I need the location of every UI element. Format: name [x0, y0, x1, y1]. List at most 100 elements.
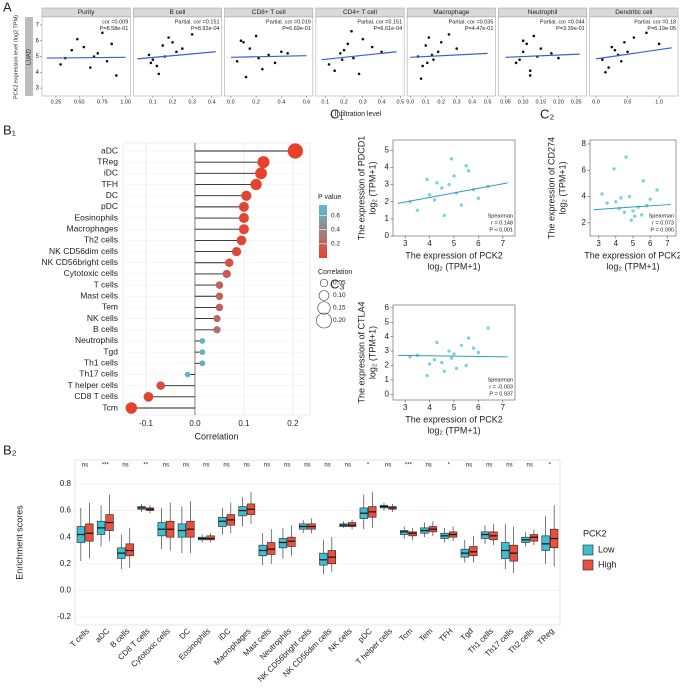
box [529, 534, 539, 542]
fit-line [46, 56, 126, 59]
point [476, 196, 481, 200]
point [607, 66, 610, 69]
significance: ns [203, 463, 209, 469]
y-tick-label: 2 [385, 361, 390, 370]
legend-swatch [582, 544, 594, 556]
point [631, 209, 635, 213]
y-tick-label: 0.2 [60, 559, 72, 568]
dot [156, 381, 165, 390]
size-label: 0.20 [333, 317, 346, 324]
size-label: 0.15 [333, 305, 346, 312]
size-key [316, 312, 332, 329]
point [115, 74, 118, 77]
x-tick-label: 0.4 [208, 99, 216, 105]
point [380, 50, 383, 54]
panel-label: B₁ [3, 122, 17, 137]
significance: ns [284, 463, 290, 469]
point [96, 52, 100, 55]
y-tick-label: 0.4 [60, 532, 72, 541]
annotation: Partial. cor =0.044 [540, 19, 585, 25]
point [175, 50, 178, 54]
y-tick-label: 1 [385, 375, 390, 384]
significance: ns [264, 463, 270, 469]
x-tick-label: 0.0 [189, 419, 201, 428]
point [261, 67, 264, 71]
x-tick-label: 0.50 [74, 99, 85, 105]
point [421, 64, 424, 68]
dot [287, 143, 303, 159]
x-tick-label: Tgd [459, 627, 475, 643]
x-tick-label: 5 [452, 239, 457, 248]
significance: ns [385, 463, 391, 469]
point [528, 69, 532, 73]
point [370, 45, 374, 49]
y-axis-label: PCK2 expression level (log2 TPM) [13, 15, 19, 99]
y-tick-label: B cells [93, 324, 118, 334]
point [454, 366, 459, 371]
facet-title: CD4+ T cell [343, 9, 377, 16]
point [89, 66, 92, 69]
annotation: P=8.92e-04 [191, 26, 220, 32]
x-tick-label: 0.5 [624, 99, 632, 105]
x-tick-label: 0.25 [571, 99, 582, 105]
fit-line [593, 203, 671, 211]
point [425, 177, 429, 182]
point [613, 48, 617, 52]
annotation: Partial. cor =0.151 [175, 19, 220, 25]
box [85, 523, 94, 542]
point [105, 59, 109, 63]
x-tick-label: 0.1 [238, 419, 250, 428]
point [610, 45, 614, 49]
dot [238, 213, 249, 224]
dot [250, 178, 262, 191]
point [439, 40, 443, 44]
y-tick-label: T helper cells [68, 380, 118, 390]
box [408, 531, 417, 537]
box [469, 546, 478, 557]
x-tick-label: 0.5 [484, 99, 492, 105]
x-tick-label: 0.0 [227, 99, 235, 105]
x-tick-label: 0.3 [188, 99, 196, 105]
dot [199, 338, 206, 344]
point [447, 182, 451, 187]
point [161, 44, 165, 47]
point [557, 56, 560, 60]
point [486, 326, 490, 330]
x-axis-label: log₂ (TPM+1) [606, 261, 659, 271]
significance: ns [163, 463, 169, 469]
facet-frame [133, 16, 222, 97]
annotation: P=6.19e-05 [647, 26, 676, 32]
x-tick-label: 0.4 [277, 99, 285, 105]
point [157, 72, 161, 76]
annotation: Spearman [649, 213, 674, 219]
point [149, 61, 153, 65]
point [346, 42, 350, 46]
y-axis-label: log₂ (TPM+1) [367, 326, 377, 379]
point [254, 34, 258, 38]
y-tick-label: 4 [385, 332, 390, 341]
x-tick-label: 5 [452, 403, 457, 412]
colorbar [319, 205, 327, 258]
y-tick-label: 5 [385, 317, 390, 326]
point [518, 58, 521, 61]
point [525, 42, 528, 46]
point [627, 194, 632, 199]
x-axis-label: The expression of PCK2 [405, 414, 503, 424]
legend-title: Correlation [318, 269, 352, 276]
fit-line [410, 52, 488, 58]
point [447, 33, 451, 36]
point [601, 58, 604, 61]
point [539, 47, 543, 50]
x-tick-label: T cells [68, 627, 91, 650]
y-tick-label: Tgd [103, 346, 118, 356]
y-tick-label: 3 [36, 86, 40, 92]
x-tick-label: TFH [437, 626, 455, 644]
facet-title: Dendritic cell [615, 9, 653, 16]
point [459, 203, 464, 207]
size-key [319, 278, 329, 288]
x-tick-label: 4 [614, 239, 619, 248]
significance: ns [506, 463, 512, 469]
point [361, 37, 365, 41]
point [419, 77, 423, 80]
significance: ns [466, 463, 472, 469]
